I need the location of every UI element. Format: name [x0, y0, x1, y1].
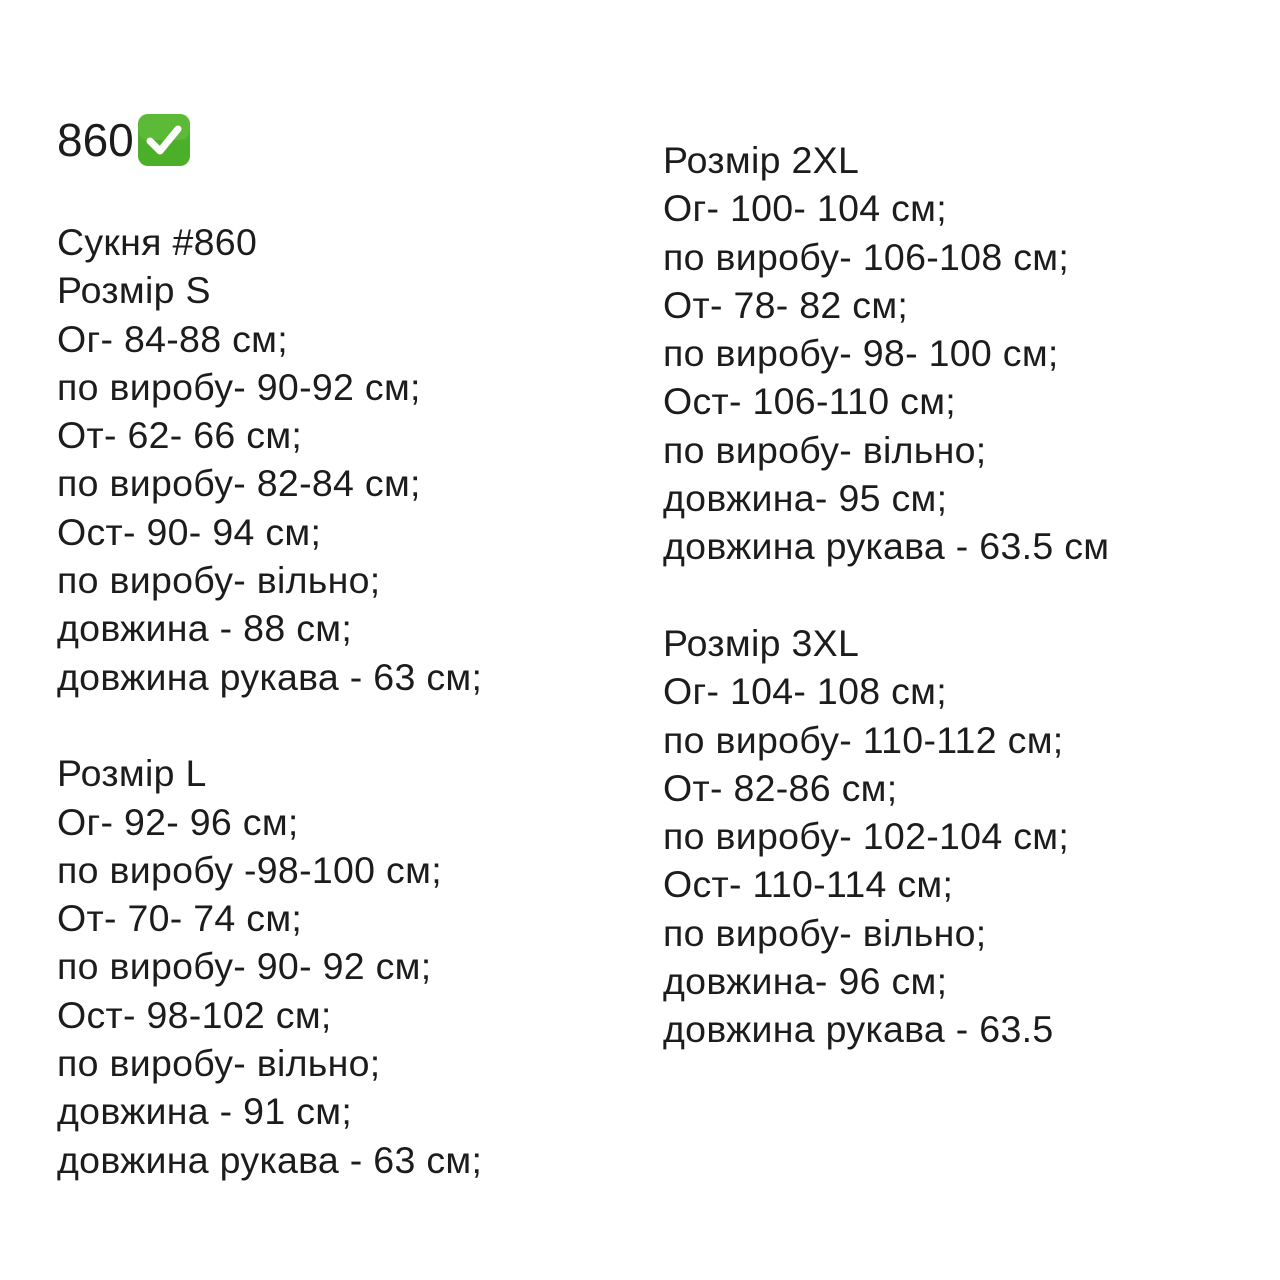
size-s-line: по виробу- 82-84 см;: [57, 462, 421, 505]
size-s-line: Ост- 90- 94 см;: [57, 510, 322, 553]
size-l-label: Розмір L: [57, 752, 207, 795]
size-2xl-line: довжина рукава - 63.5 см: [663, 525, 1110, 568]
size-2xl-line: Ог- 100- 104 см;: [663, 187, 947, 230]
size-s-line: От- 62- 66 см;: [57, 414, 303, 457]
size-3xl-line: по виробу- 110-112 см;: [663, 718, 1064, 761]
size-2xl-line: довжина- 95 см;: [663, 477, 948, 520]
size-3xl-line: довжина- 96 см;: [663, 960, 948, 1003]
size-l-line: Ост- 98-102 см;: [57, 993, 332, 1036]
title-text: 860: [57, 114, 134, 166]
size-s-line: довжина - 88 см;: [57, 607, 353, 650]
size-l-line: Ог- 92- 96 см;: [57, 800, 299, 843]
size-3xl-line: Ост- 110-114 см;: [663, 863, 954, 906]
size-2xl-line: по виробу- 98- 100 см;: [663, 332, 1059, 375]
dress-header: Сукня #860: [57, 221, 258, 263]
product-title: 860: [57, 112, 192, 168]
check-mark-icon: [136, 112, 192, 168]
size-s-line: Ог- 84-88 см;: [57, 317, 288, 360]
left-column: Сукня #860 Розмір S Ог- 84-88 см; по вир…: [57, 218, 482, 1184]
size-l-line: От- 70- 74 см;: [57, 897, 303, 940]
size-2xl-line: Ост- 106-110 см;: [663, 380, 957, 423]
size-s-label: Розмір S: [57, 269, 211, 312]
size-l-line: по виробу- 90- 92 см;: [57, 945, 432, 988]
size-2xl-line: От- 78- 82 см;: [663, 283, 909, 326]
size-l-line: довжина - 91 см;: [57, 1090, 353, 1133]
size-s-line: довжина рукава - 63 см;: [57, 655, 483, 698]
size-2xl-line: по виробу- вільно;: [663, 428, 987, 471]
size-3xl-line: От- 82-86 см;: [663, 766, 898, 809]
size-3xl-line: по виробу- вільно;: [663, 911, 987, 954]
size-3xl-line: довжина рукава - 63.5: [663, 1008, 1054, 1051]
size-3xl-label: Розмір 3XL: [663, 621, 860, 664]
size-l-line: по виробу -98-100 см;: [57, 848, 442, 891]
size-3xl-line: по виробу- 102-104 см;: [663, 815, 1070, 858]
size-2xl-line: по виробу- 106-108 см;: [663, 235, 1070, 278]
right-column: Розмір 2XL Ог- 100- 104 см; по виробу- 1…: [663, 136, 1109, 1054]
size-s-line: по виробу- 90-92 см;: [57, 365, 421, 408]
size-l-line: по виробу- вільно;: [57, 1042, 381, 1085]
size-3xl-line: Ог- 104- 108 см;: [663, 670, 947, 713]
size-l-line: довжина рукава - 63 см;: [57, 1138, 483, 1181]
size-s-line: по виробу- вільно;: [57, 559, 381, 602]
size-2xl-label: Розмір 2XL: [663, 139, 860, 181]
